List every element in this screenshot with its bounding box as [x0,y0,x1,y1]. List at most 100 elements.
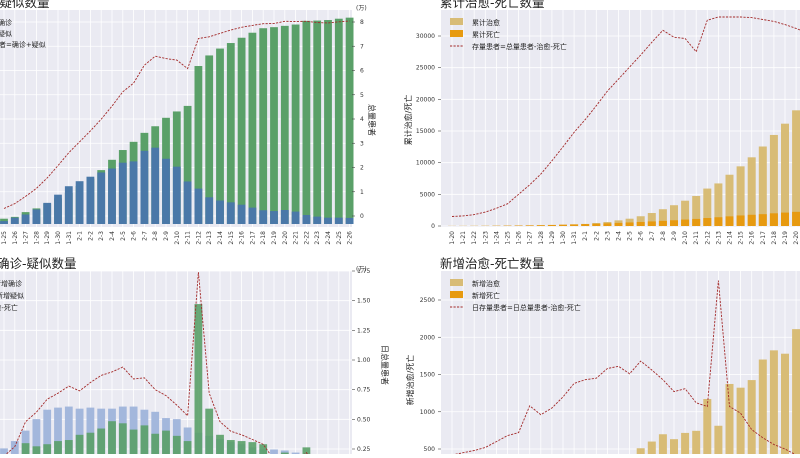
x-tick-label: 2-6 [131,231,138,241]
x-tick-label: 2-21 [293,231,300,245]
x-tick-label: 2-17 [760,231,767,245]
legend-label-total: 总量患者=确诊+疑似 [0,40,46,49]
bar-new-cured [770,350,778,454]
legend-label-daily-stock: 日存量患者=日总量患者-治愈-死亡 [472,303,581,312]
x-tick-label: 2-17 [249,231,256,245]
x-tick-label: 1-29 [549,231,556,245]
bar-confirmed [335,19,343,224]
x-tick-label: 2-8 [152,231,159,241]
bar-suspect [54,195,62,224]
chart-title: 累计治愈-死亡数量 [440,0,545,10]
legend-swatch-new-dead [450,291,463,298]
bar-new-suspect [270,449,278,454]
bar-new-cured [737,388,745,454]
bar-new-confirmed [97,429,105,454]
x-tick-label: 2-2 [87,231,94,241]
x-tick-label: 1-26 [12,231,19,245]
bar-suspect [76,181,84,224]
bar-suspect [141,151,149,224]
bar-new-cured [637,448,645,454]
bar-dead [570,224,578,226]
y2-tick-label: 0.25 [357,446,371,453]
bar-new-confirmed [162,431,170,454]
x-tick-label: 2-14 [217,231,224,245]
bar-new-confirmed [227,440,235,454]
y-tick-label: 1000 [420,409,435,416]
bar-suspect [227,202,235,224]
x-tick-label: 2-23 [314,231,321,245]
bar-new-cured [648,442,656,454]
bar-new-confirmed [184,441,192,454]
bar-cured [770,135,778,226]
bar-dead [703,218,711,226]
bar-cured [759,147,767,226]
x-tick-label: 1-31 [571,231,578,245]
y2-unit-label: (万) [356,5,367,12]
x-tick-label: 1-30 [55,231,62,245]
bar-dead [526,225,534,226]
x-tick-label: 1-28 [538,231,545,245]
x-tick-label: 2-1 [582,231,589,241]
bar-dead [659,221,667,226]
y-tick-label: 25000 [416,65,435,72]
y-axis-label: 累计治愈/死亡 [403,95,413,146]
bar-new-cured [692,431,700,454]
x-tick-label: 2-4 [109,231,116,241]
bar-new-cured [703,399,711,454]
x-tick-label: 1-29 [44,231,51,245]
x-tick-label: 2-7 [649,231,656,241]
panel-bottom-left: 0.250.500.751.001.251.501.75 (万) 日总量患者 新… [0,256,390,454]
bar-dead [637,222,645,226]
y-tick-label: 0 [431,223,435,230]
bar-new-confirmed [87,433,95,454]
y-tick-label: 30000 [416,33,435,40]
bar-suspect [195,189,203,224]
bar-new-cured [726,384,734,454]
bar-dead [692,219,700,226]
x-tick-label: 2-5 [627,231,634,241]
bar-suspect [292,212,300,224]
y2-tick-label: 3 [360,140,364,147]
x-tick-label: 1-27 [23,231,30,245]
legend-label-cured: 累计治愈 [472,18,500,27]
bar-suspect [43,203,51,224]
bar-dead [537,225,545,226]
bar-suspect [65,186,73,224]
bar-dead [515,225,523,226]
bar-dead [781,213,789,226]
x-tick-label: 2-3 [98,231,105,241]
legend-label-suspect: 疑似 [0,29,12,38]
bar-confirmed [249,33,257,224]
bar-new-confirmed [43,444,51,454]
bar-new-confirmed [22,443,30,454]
legend-label-new-confirmed: 新增确诊 [0,279,22,288]
y-tick-label: 5000 [420,191,435,198]
legend-label-dead: 累计死亡 [472,30,500,39]
bar-new-confirmed [119,423,127,454]
y2-unit-label: (万) [356,266,367,273]
x-tick-label: 2-10 [682,231,689,245]
y2-tick-label: 4 [360,116,364,123]
legend-label-new-suspect: 新增疑似 [0,291,24,300]
bar-new-cured [714,426,722,454]
bar-new-confirmed [65,440,73,454]
bar-new-confirmed [238,441,246,454]
x-tick-label: 2-18 [260,231,267,245]
x-tick-label: 2-15 [738,231,745,245]
bar-dead [603,223,611,226]
x-tick-label: 1-31 [66,231,73,245]
bar-suspect [303,215,311,224]
x-tick-label: 2-15 [228,231,235,245]
x-tick-label: 2-19 [271,231,278,245]
bar-new-confirmed [249,442,257,454]
bar-dead [648,221,656,226]
bar-dead [626,222,634,226]
bar-suspect [259,210,267,224]
bar-new-confirmed [216,435,224,454]
bar-dead [792,212,800,226]
bar-new-confirmed [76,435,84,454]
x-tick-label: 2-18 [771,231,778,245]
